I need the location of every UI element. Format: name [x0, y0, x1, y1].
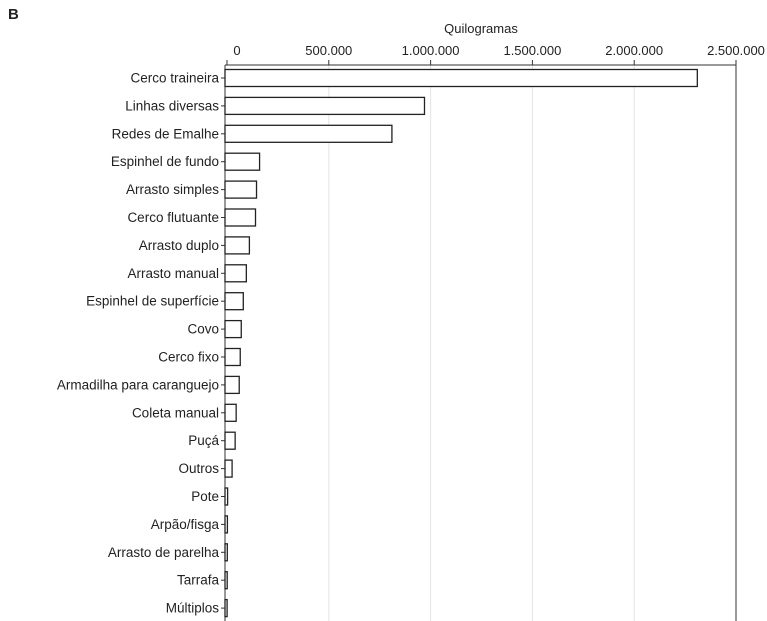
category-label: Pote — [191, 489, 219, 504]
category-label: Múltiplos — [166, 601, 220, 616]
bar — [224, 124, 393, 143]
bar — [224, 347, 241, 367]
category-label: Coleta manual — [132, 405, 219, 420]
category-label: Arrasto simples — [126, 182, 219, 197]
x-tick-label: 2.500.000 — [707, 43, 765, 58]
category-label: Cerco traineira — [130, 71, 219, 86]
category-label: Redes de Emalhe — [112, 126, 219, 141]
bar — [224, 264, 247, 283]
category-label: Puçá — [188, 433, 219, 448]
category-label: Espinhel de fundo — [111, 154, 219, 169]
bar — [224, 487, 229, 506]
bar — [224, 96, 426, 116]
category-label: Tarrafa — [177, 573, 220, 588]
category-label: Arrasto manual — [127, 266, 219, 281]
bar — [224, 236, 251, 255]
bar — [224, 515, 229, 534]
bar — [224, 319, 242, 339]
bar — [224, 375, 240, 395]
bar — [224, 68, 698, 88]
x-tick-label: 1.500.000 — [503, 43, 561, 58]
panel-label: B — [8, 6, 19, 23]
category-label: Arpão/fisga — [151, 517, 220, 532]
x-tick-label: 2.000.000 — [605, 43, 663, 58]
category-label: Espinhel de superfície — [86, 294, 219, 309]
bar — [224, 598, 228, 618]
x-axis-title: Quilogramas — [444, 21, 518, 36]
x-tick-label: 0 — [233, 43, 240, 58]
bar — [224, 403, 237, 422]
category-label: Arrasto duplo — [139, 238, 219, 253]
category-label: Outros — [178, 461, 219, 476]
bar — [224, 292, 244, 311]
bar — [224, 152, 261, 171]
bar — [224, 208, 257, 227]
bar — [224, 180, 258, 199]
bar — [224, 431, 236, 450]
x-tick-label: 500.000 — [305, 43, 352, 58]
bar — [224, 543, 228, 562]
category-label: Arrasto de parelha — [108, 545, 220, 560]
bar — [224, 459, 233, 478]
category-label: Cerco flutuante — [127, 210, 219, 225]
x-tick-label: 1.000.000 — [402, 43, 460, 58]
category-label: Armadilha para caranguejo — [57, 377, 219, 392]
category-label: Covo — [187, 322, 219, 337]
category-label: Linhas diversas — [125, 98, 219, 113]
category-label: Cerco fixo — [158, 350, 219, 365]
bar — [224, 571, 228, 590]
